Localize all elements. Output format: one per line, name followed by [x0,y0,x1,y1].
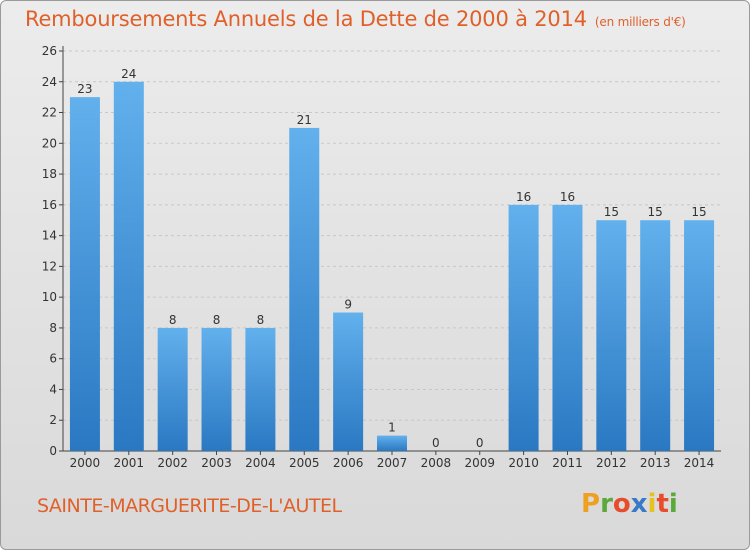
bar [552,204,583,451]
y-tick-label: 6 [49,352,57,366]
data-label: 8 [257,313,265,327]
y-tick-label: 24 [42,75,57,89]
bar [596,220,627,451]
data-label: 15 [604,205,619,219]
data-label: 15 [691,205,706,219]
data-label: 24 [121,67,136,81]
y-tick-label: 4 [49,382,57,396]
logo-letter: r [600,489,613,519]
logo-letter: o [612,489,631,519]
bar [201,327,232,451]
bar [333,312,364,451]
data-label: 8 [213,313,221,327]
data-label: 8 [169,313,177,327]
y-tick-label: 14 [42,229,57,243]
bar [69,97,100,452]
chart-subtitle: (en milliers d'€) [594,15,686,29]
logo-letter: i [668,489,678,519]
data-label: 23 [77,82,92,96]
x-tick-label: 2006 [333,456,364,470]
y-tick-label: 26 [42,44,57,58]
x-tick-label: 2003 [201,456,232,470]
data-label: 21 [297,113,312,127]
bar [245,327,276,451]
logo-letter: t [656,489,669,519]
y-tick-label: 16 [42,198,57,212]
title-text: Remboursements Annuels de la Dette de 20… [25,7,587,31]
data-label: 1 [388,421,396,435]
y-tick-label: 20 [42,136,57,150]
y-tick-label: 0 [49,444,57,458]
logo-letter: P [581,489,601,519]
x-tick-label: 2000 [70,456,101,470]
x-tick-label: 2013 [640,456,671,470]
x-tick-label: 2007 [377,456,408,470]
y-tick-label: 22 [42,106,57,120]
bar [157,327,188,451]
x-tick-label: 2008 [421,456,452,470]
logo-letter: i [647,489,657,519]
x-tick-label: 2001 [114,456,145,470]
x-tick-label: 2005 [289,456,320,470]
x-tick-label: 2010 [508,456,539,470]
y-tick-label: 8 [49,321,57,335]
x-tick-label: 2009 [464,456,495,470]
bar [508,204,539,451]
bar [684,220,715,451]
bar [377,435,407,451]
x-tick-label: 2012 [596,456,627,470]
data-label: 0 [476,436,484,450]
proxiti-logo: Proxiti [581,489,678,519]
data-label: 16 [516,190,531,204]
y-tick-label: 10 [42,290,57,304]
data-label: 0 [432,436,440,450]
chart-title: Remboursements Annuels de la Dette de 20… [25,7,686,31]
x-tick-label: 2002 [157,456,188,470]
logo-letter: x [630,489,648,519]
x-tick-label: 2014 [684,456,715,470]
y-tick-label: 12 [42,259,57,273]
x-tick-label: 2004 [245,456,276,470]
bar [640,220,671,451]
y-tick-label: 2 [49,413,57,427]
x-tick-label: 2011 [552,456,583,470]
data-label: 15 [648,205,663,219]
bar [289,127,320,451]
commune-name: SAINTE-MARGUERITE-DE-L'AUTEL [37,495,342,517]
data-label: 16 [560,190,575,204]
bar [113,81,144,452]
data-label: 9 [344,298,352,312]
y-tick-label: 18 [42,167,57,181]
